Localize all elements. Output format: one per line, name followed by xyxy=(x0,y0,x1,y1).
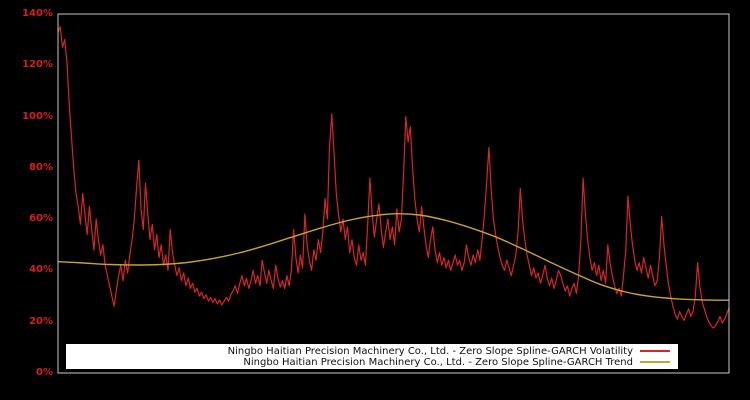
plot-frame xyxy=(57,13,730,374)
legend-entry-volatility: Ningbo Haitian Precision Machinery Co., … xyxy=(66,346,670,357)
legend-line-sample-trend-icon xyxy=(640,361,670,363)
legend-line-sample-volatility-icon xyxy=(640,350,670,352)
legend-label-trend: Ningbo Haitian Precision Machinery Co., … xyxy=(243,356,633,368)
trend-series-line xyxy=(57,213,730,301)
legend-entry-trend: Ningbo Haitian Precision Machinery Co., … xyxy=(66,357,670,368)
volatility-series-line xyxy=(57,26,730,329)
legend-label-volatility: Ningbo Haitian Precision Machinery Co., … xyxy=(227,345,633,357)
chart-legend: Ningbo Haitian Precision Machinery Co., … xyxy=(66,344,678,369)
